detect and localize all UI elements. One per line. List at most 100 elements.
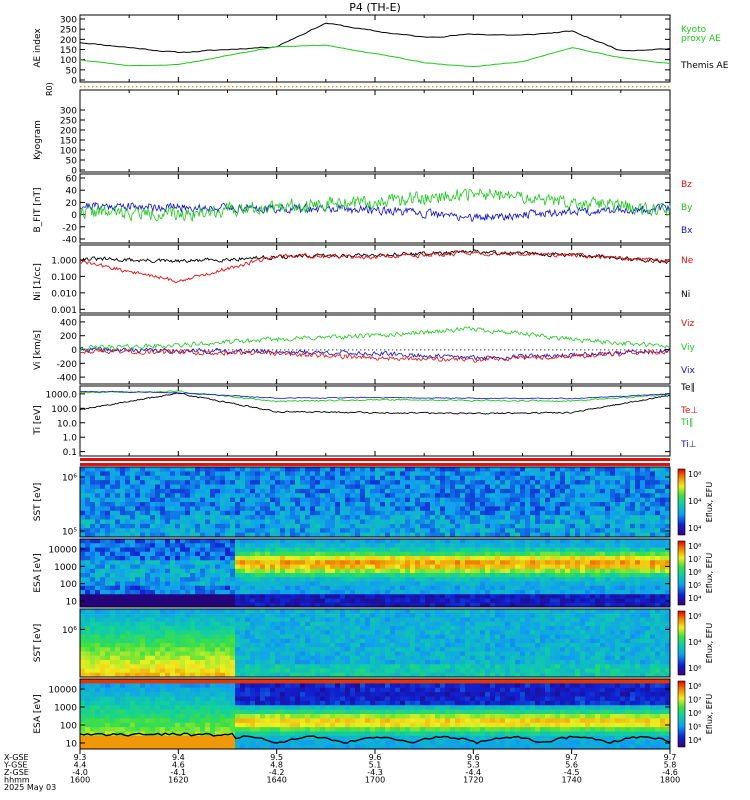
- v-zero-dot: [548, 349, 550, 351]
- spec1-cell: [585, 484, 591, 490]
- spec2-cell: [460, 577, 466, 582]
- spec2-cell: [630, 598, 636, 604]
- spec3-cell: [180, 664, 186, 669]
- spec2-cell: [450, 551, 456, 557]
- spec2-cell: [585, 556, 591, 561]
- spec2-cell: [220, 594, 226, 599]
- spec3-cell: [155, 621, 161, 627]
- spec2-cell: [405, 594, 411, 599]
- spec2-cell: [620, 573, 626, 578]
- spec1-cell: [110, 484, 116, 490]
- spec2-cell: [470, 581, 476, 587]
- spec3-cell: [115, 660, 121, 665]
- spec3-cell: [145, 630, 151, 635]
- spec3-cell: [200, 609, 206, 614]
- spec1-cell: [630, 510, 636, 516]
- spec1-cell: [525, 471, 531, 477]
- spec2-cell: [335, 568, 341, 574]
- spec1-cell: [545, 502, 551, 507]
- v-zero-dot: [364, 349, 366, 351]
- spec2-cell: [300, 560, 306, 565]
- spec2-cell: [420, 568, 426, 574]
- spec2-cell: [660, 564, 666, 570]
- ae-zero-dot: [616, 86, 618, 88]
- spec2-cell: [125, 594, 131, 599]
- spec1-cell: [570, 528, 576, 534]
- spec1-cell: [345, 484, 351, 490]
- spec2-cell: [320, 594, 326, 599]
- spec2-cell: [290, 573, 296, 578]
- spec1-cell: [355, 528, 361, 534]
- spec1-cell: [220, 506, 226, 512]
- spec2-cell: [480, 551, 486, 557]
- spec1-cell: [270, 510, 276, 516]
- spec3-cell: [220, 613, 226, 618]
- spec1-cell: [435, 506, 441, 512]
- spec2-cell: [595, 560, 601, 565]
- spec2-cell: [520, 594, 526, 599]
- spec2-cell: [90, 581, 96, 587]
- spec2-cell: [630, 590, 636, 595]
- spec1-cell: [165, 471, 171, 477]
- spec2-cell: [580, 539, 586, 544]
- spec2-cell: [605, 551, 611, 557]
- spec1-cell: [250, 502, 256, 507]
- spec1-cell: [570, 519, 576, 525]
- spec1-cell: [315, 475, 321, 481]
- ae-ytick-label: 300: [60, 16, 77, 26]
- spec2-cell: [165, 556, 171, 561]
- spec3-cell: [205, 643, 211, 648]
- spec2-cell: [560, 594, 566, 599]
- spec1-cell: [270, 502, 276, 507]
- spec2-cell: [195, 564, 201, 570]
- spec1-cell: [300, 493, 306, 499]
- spec1-cell: [225, 523, 231, 529]
- spec2-cell: [425, 577, 431, 582]
- spec2-cell: [110, 551, 116, 557]
- spec2-cell: [215, 543, 221, 548]
- spec1-cell: [215, 493, 221, 499]
- v-zero-dot: [232, 349, 234, 351]
- spec2-cell: [80, 560, 86, 565]
- spec2-cell: [645, 551, 651, 557]
- spec1-cell: [105, 528, 111, 534]
- spec2-cell: [305, 556, 311, 561]
- spec1-cell: [530, 488, 536, 494]
- spec1-cell: [655, 515, 661, 520]
- spec2-cell: [545, 551, 551, 557]
- spec1-cell: [525, 502, 531, 507]
- spec1-cell: [80, 488, 86, 494]
- spec2-cell: [160, 590, 166, 595]
- spec1-cell: [180, 480, 186, 485]
- spec1-cell: [650, 528, 656, 534]
- spec2-cell: [555, 547, 561, 553]
- spec1-cell: [330, 480, 336, 485]
- spec1-cell: [625, 528, 631, 534]
- spec1-cell: [620, 488, 626, 494]
- spec3-cell: [255, 609, 261, 614]
- spec3-cell: [140, 651, 146, 657]
- spec2-cell: [410, 568, 416, 574]
- spec2-cell: [120, 577, 126, 582]
- spec1-cell: [365, 497, 371, 503]
- spec1-cell: [380, 480, 386, 485]
- spec1-cell: [560, 488, 566, 494]
- spec2-cell: [495, 556, 501, 561]
- spec1-cell: [95, 502, 101, 507]
- spec2-cell: [205, 585, 211, 591]
- spec2-cell: [375, 598, 381, 604]
- spec3-cell: [100, 617, 106, 623]
- spec1-cell: [110, 510, 116, 516]
- spec2-cell: [305, 568, 311, 574]
- spec2-cell: [565, 594, 571, 599]
- spec3-cell: [255, 621, 261, 627]
- spec1-cell: [185, 510, 191, 516]
- spec3-cell: [230, 672, 236, 678]
- spec1-cell: [305, 467, 311, 472]
- spec1-cell: [575, 519, 581, 525]
- spec2-cell: [90, 564, 96, 570]
- spec3-cell: [185, 647, 191, 652]
- spec2-cell: [300, 602, 306, 608]
- spec1-cell: [250, 519, 256, 525]
- spec2-cell: [485, 547, 491, 553]
